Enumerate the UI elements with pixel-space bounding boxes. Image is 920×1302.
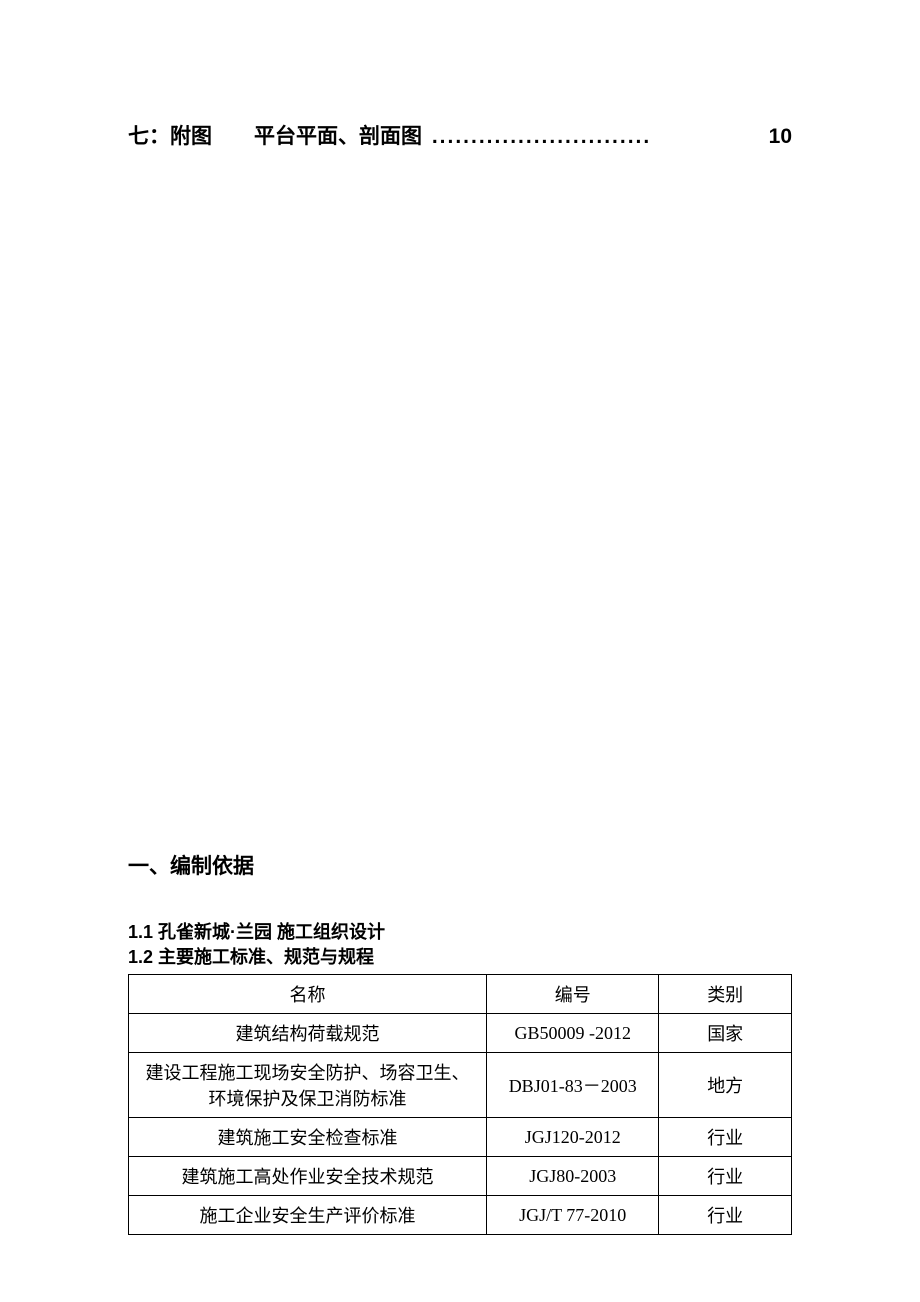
- table-cell-code: JGJ/T 77-2010: [487, 1196, 659, 1235]
- subsection-1-2: 1.2 主要施工标准、规范与规程: [128, 945, 792, 970]
- table-header-name: 名称: [129, 975, 487, 1014]
- table-cell-name: 建设工程施工现场安全防护、场容卫生、环境保护及保卫消防标准: [129, 1053, 487, 1118]
- table-cell-type: 行业: [659, 1157, 792, 1196]
- table-cell-code: JGJ80-2003: [487, 1157, 659, 1196]
- toc-prefix: 七：附图: [128, 120, 212, 150]
- table-row: 建筑施工安全检查标准 JGJ120-2012 行业: [129, 1118, 792, 1157]
- table-row: 建筑施工高处作业安全技术规范 JGJ80-2003 行业: [129, 1157, 792, 1196]
- standards-table: 名称 编号 类别 建筑结构荷载规范 GB50009 -2012 国家 建设工程施…: [128, 974, 792, 1235]
- toc-entry: 七：附图 平台平面、剖面图 ..........................…: [128, 120, 792, 150]
- table-header-type: 类别: [659, 975, 792, 1014]
- toc-spacer: [212, 120, 254, 150]
- table-cell-type: 国家: [659, 1014, 792, 1053]
- table-cell-code: GB50009 -2012: [487, 1014, 659, 1053]
- table-cell-code: JGJ120-2012: [487, 1118, 659, 1157]
- table-cell-code: DBJ01-83－2003: [487, 1053, 659, 1118]
- table-cell-name: 施工企业安全生产评价标准: [129, 1196, 487, 1235]
- table-row: 建设工程施工现场安全防护、场容卫生、环境保护及保卫消防标准 DBJ01-83－2…: [129, 1053, 792, 1118]
- page-content: 七：附图 平台平面、剖面图 ..........................…: [0, 0, 920, 1235]
- table-cell-name: 建筑施工高处作业安全技术规范: [129, 1157, 487, 1196]
- section-heading-1: 一、编制依据: [128, 850, 792, 880]
- table-row: 建筑结构荷载规范 GB50009 -2012 国家: [129, 1014, 792, 1053]
- subsection-1-1: 1.1 孔雀新城·兰园 施工组织设计: [128, 920, 792, 945]
- toc-page-number: 10: [769, 125, 792, 149]
- table-cell-name: 建筑施工安全检查标准: [129, 1118, 487, 1157]
- table-cell-type: 行业: [659, 1118, 792, 1157]
- table-cell-type: 地方: [659, 1053, 792, 1118]
- table-cell-name: 建筑结构荷载规范: [129, 1014, 487, 1053]
- toc-dots: ............................: [428, 125, 769, 149]
- table-row: 施工企业安全生产评价标准 JGJ/T 77-2010 行业: [129, 1196, 792, 1235]
- toc-title: 平台平面、剖面图: [254, 120, 422, 150]
- table-header-row: 名称 编号 类别: [129, 975, 792, 1014]
- table-header-code: 编号: [487, 975, 659, 1014]
- table-cell-type: 行业: [659, 1196, 792, 1235]
